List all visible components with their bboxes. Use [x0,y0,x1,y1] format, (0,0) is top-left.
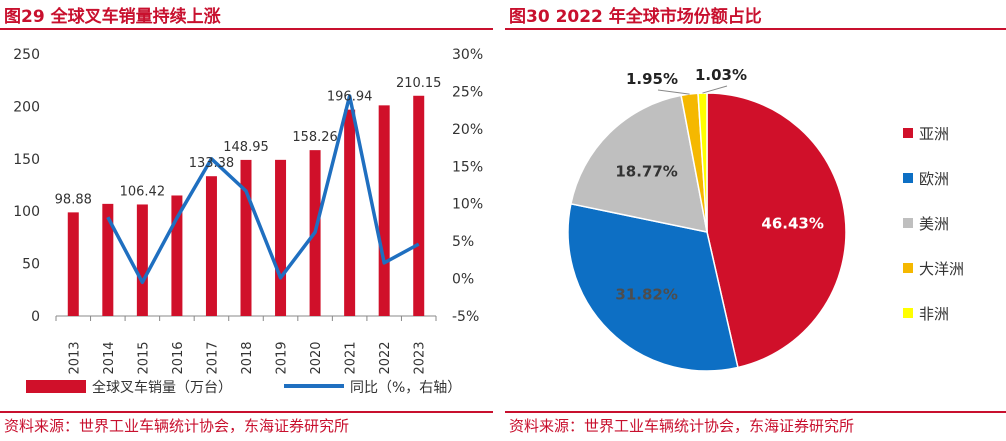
bar-2014 [102,203,114,316]
leader-line [657,89,690,95]
bar-2019 [275,159,287,316]
source-note: 资料来源：世界工业车辆统计协会，东海证券研究所 [4,417,350,435]
bar-2017 [205,176,217,316]
bar-2021 [344,109,356,317]
bar-2022 [378,105,390,317]
x-tick-label-2019: 2019 [275,341,290,374]
y-left-tick-label: 50 [22,257,40,273]
legend-swatch-5 [903,308,913,318]
y-right-tick-label: 25% [452,84,483,100]
legend-bar-swatch [26,380,86,393]
right-panel: 图30 2022 年全球市场份额占比 46.43% 31.82% 18.77% 1.9… [505,0,1006,441]
slice-label-4: 1.95% [626,70,678,88]
source-rule [0,411,493,413]
left-panel: 图29 全球叉车销量持续上涨 0 50 100 150 200 250 -5% 0% 5% 10%… [0,0,493,441]
slice-label-2: 31.82% [615,286,677,304]
x-tick-label-2021: 2021 [344,341,359,374]
slice-label-1: 46.43% [761,214,823,232]
x-tick-label-2016: 2016 [171,341,186,374]
legend-label-5: 非洲 [919,305,949,323]
slice-label-3: 18.77% [615,163,677,181]
legend-swatch-1 [903,128,913,138]
x-tick-label-2014: 2014 [102,341,117,374]
y-left-tick-label: 100 [13,204,40,220]
pie-slice-3 [570,94,708,233]
data-label-2018: 148.95 [223,140,269,155]
x-tick-label-2015: 2015 [136,341,151,374]
figure-30-title: 图30 2022 年全球市场份额占比 [509,7,762,27]
legend-swatch-4 [903,263,913,273]
y-left-tick-label: 250 [13,47,40,63]
bar-2016 [171,195,183,316]
data-label-2023: 210.15 [396,76,442,91]
x-tick-label-2017: 2017 [205,341,220,374]
x-tick-label-2018: 2018 [240,341,255,374]
source-note: 资料来源：世界工业车辆统计协会，东海证券研究所 [509,417,855,435]
x-tick-label-2022: 2022 [378,341,393,374]
x-tick-label-2013: 2013 [67,341,82,374]
data-label-2013: 98.88 [55,192,92,207]
y-right-tick-label: 0% [452,272,474,288]
bar-2015 [136,204,148,316]
bar-2018 [240,159,252,316]
y-right-tick-label: 20% [452,122,483,138]
legend-label-4: 大洋洲 [919,260,964,278]
y-right-tick-label: 30% [452,47,483,63]
legend-swatch-2 [903,173,913,183]
legend-label-1: 亚洲 [919,125,949,143]
y-right-tick-label: 15% [452,159,483,175]
legend-label-3: 美洲 [919,215,949,233]
bar-2013 [67,212,79,316]
y-right-tick-label: 5% [452,234,474,250]
pie-slice-1 [706,92,847,369]
y-right-tick-label: 10% [452,197,483,213]
bar-2023 [413,95,425,316]
yoy-growth-line [106,94,420,285]
y-right-tick-label: -5% [452,309,479,325]
leader-line [702,85,728,94]
combo-chart: 0 50 100 150 200 250 -5% 0% 5% 10% 15% 20% 25% 30% 98.… [13,47,483,396]
figure-29-title: 图29 全球叉车销量持续上涨 [4,7,221,27]
data-label-2015: 106.42 [120,184,166,199]
legend-bar-label: 全球叉车销量（万台） [92,379,232,396]
pie-slice-2 [567,202,739,372]
y-left-tick-label: 0 [31,309,40,325]
slice-label-5: 1.03% [695,66,747,84]
source-rule [505,411,1006,413]
legend-line-label: 同比（%，右轴） [350,380,461,396]
data-label-2017: 133.38 [189,156,235,171]
title-rule [505,28,1006,30]
x-tick-label-2020: 2020 [309,341,324,374]
y-left-tick-label: 200 [13,99,40,115]
data-label-2020: 158.26 [292,130,338,145]
title-rule [0,28,493,30]
x-tick-label-2023: 2023 [413,341,428,374]
legend-label-2: 欧洲 [919,170,949,188]
legend-swatch-3 [903,218,913,228]
y-left-tick-label: 150 [13,152,40,168]
data-label-2021: 196.94 [327,90,373,105]
